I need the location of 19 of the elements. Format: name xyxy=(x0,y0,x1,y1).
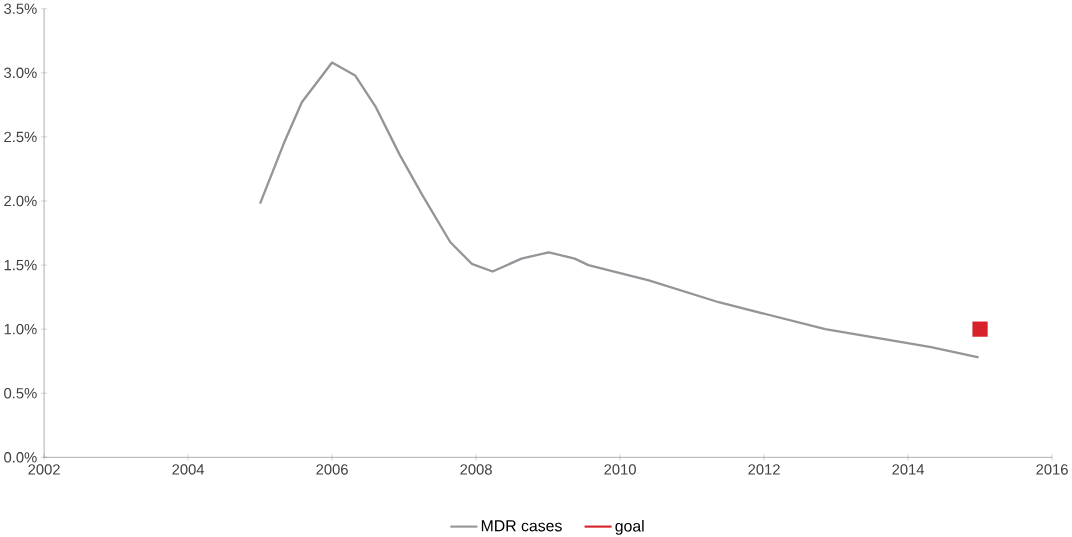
x-tick-label: 2006 xyxy=(316,464,348,475)
y-tick-label: 3.5% xyxy=(4,3,37,14)
legend-label: goal xyxy=(615,519,644,535)
line-series xyxy=(258,61,980,359)
x-tick-label: 2010 xyxy=(604,464,636,475)
y-tick-label: 3.0% xyxy=(4,67,37,78)
x-tick-label: 2004 xyxy=(172,464,205,475)
y-tick-label: 0.5% xyxy=(4,387,37,399)
y-tick-label: 2.0% xyxy=(4,195,37,207)
x-tick-label: 2012 xyxy=(748,464,780,475)
x-tick-label: 2008 xyxy=(460,464,492,475)
x-tick-label: 2002 xyxy=(28,464,60,475)
x-tick-label: 2014 xyxy=(892,464,925,475)
legend-label: MDR cases xyxy=(481,520,562,532)
x-tick-label: 2016 xyxy=(1036,464,1068,475)
y-tick-label: 0.0% xyxy=(4,451,37,463)
y-tick-label: 1.5% xyxy=(4,259,37,271)
y-tick-label: 2.5% xyxy=(4,131,37,142)
y-tick-label: 1.0% xyxy=(4,323,37,335)
